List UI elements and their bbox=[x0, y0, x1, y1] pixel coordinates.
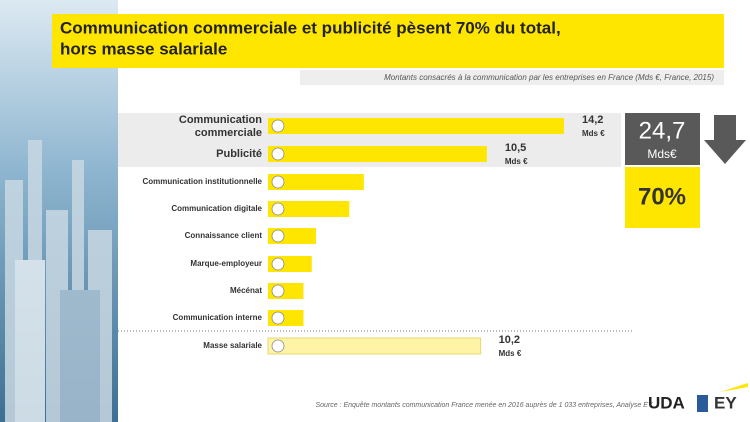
callout-share: 70% bbox=[638, 183, 686, 210]
category-label: Communication commerciale bbox=[179, 114, 262, 139]
value-unit: Mds € bbox=[499, 349, 522, 358]
value-unit: Mds € bbox=[505, 157, 528, 166]
category-label: Masse salariale bbox=[203, 341, 262, 350]
category-label: Communication digitale bbox=[171, 204, 262, 213]
icon bbox=[271, 257, 285, 271]
value-label: 10,2 bbox=[499, 334, 520, 346]
logo-ey: EY bbox=[714, 393, 737, 412]
category-label: Communication institutionnelle bbox=[142, 177, 262, 186]
callout-share-box bbox=[625, 167, 700, 228]
category-label: Publicité bbox=[216, 148, 262, 160]
category-label: Connaissance client bbox=[185, 231, 263, 240]
down-arrow bbox=[704, 115, 746, 164]
icon bbox=[271, 119, 285, 133]
category-label: Marque-employeur bbox=[190, 259, 262, 268]
buildings bbox=[5, 140, 112, 422]
icon bbox=[271, 284, 285, 298]
icon bbox=[271, 202, 285, 216]
value-label: 10,5 bbox=[505, 142, 526, 154]
title: Communication commerciale et publicité p… bbox=[60, 18, 561, 37]
logo-ey-bar bbox=[720, 383, 748, 392]
value-unit: Mds € bbox=[582, 129, 605, 138]
bar bbox=[268, 174, 364, 190]
subtitle-box bbox=[300, 70, 724, 85]
category-label: Mécénat bbox=[230, 286, 262, 295]
bar bbox=[268, 201, 350, 217]
icon bbox=[271, 229, 285, 243]
bar bbox=[268, 118, 564, 134]
callout-unit: Mds€ bbox=[647, 147, 677, 161]
icon bbox=[271, 339, 285, 353]
callout-total: 24,7 bbox=[639, 117, 686, 144]
logo-uda: UDA bbox=[648, 393, 685, 412]
title-box bbox=[52, 14, 724, 68]
icon bbox=[271, 147, 285, 161]
bar bbox=[267, 337, 482, 355]
value-label: 14,2 bbox=[582, 114, 603, 126]
logo-mark bbox=[697, 395, 708, 412]
category-label: Communication interne bbox=[173, 313, 263, 322]
title: hors masse salariale bbox=[60, 39, 227, 58]
subtitle: Montants consacrés à la communication pa… bbox=[384, 73, 714, 82]
icon bbox=[271, 311, 285, 325]
source: Source : Enquête montants communication … bbox=[315, 402, 653, 409]
icon bbox=[271, 175, 285, 189]
callout-total-box bbox=[625, 113, 700, 165]
bar bbox=[268, 146, 487, 162]
